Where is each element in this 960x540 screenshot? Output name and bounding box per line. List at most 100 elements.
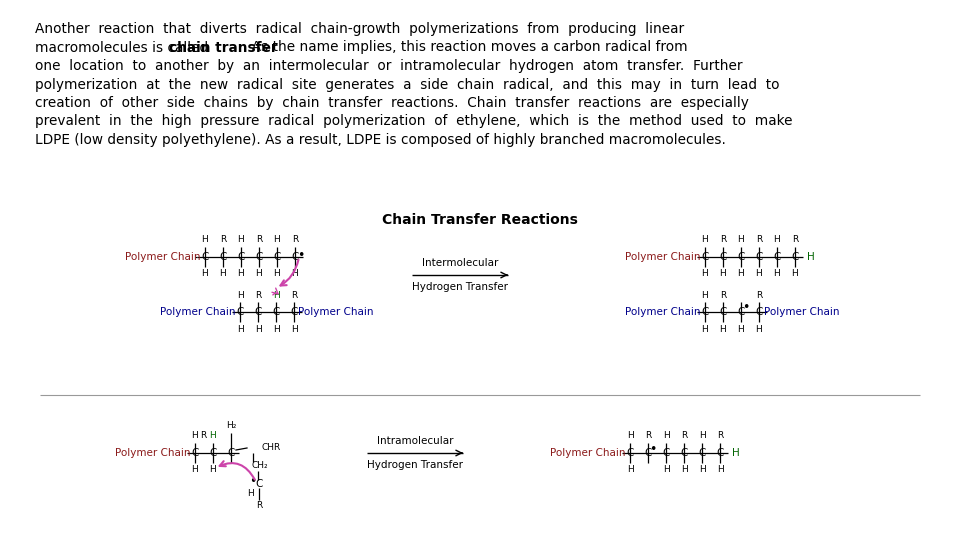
Text: H: H <box>274 269 280 279</box>
Text: R: R <box>792 235 798 245</box>
Text: C: C <box>756 252 762 262</box>
Text: •: • <box>742 301 750 314</box>
Text: C: C <box>756 307 762 317</box>
Text: Intramolecular: Intramolecular <box>376 436 453 446</box>
Text: Polymer Chain: Polymer Chain <box>299 307 374 317</box>
Text: C: C <box>702 252 708 262</box>
Text: R: R <box>200 431 206 441</box>
Text: H: H <box>737 269 744 279</box>
Text: H: H <box>774 269 780 279</box>
Text: R: R <box>681 431 687 441</box>
Text: C: C <box>681 448 687 458</box>
Text: H: H <box>699 431 706 441</box>
Text: C: C <box>228 448 234 458</box>
Text: C: C <box>273 307 279 317</box>
Text: Polymer Chain: Polymer Chain <box>160 307 235 317</box>
Text: C: C <box>209 448 217 458</box>
Text: C: C <box>719 252 727 262</box>
Text: C: C <box>698 448 706 458</box>
Text: Polymer Chain: Polymer Chain <box>125 252 201 262</box>
Text: H: H <box>756 325 762 334</box>
Text: C: C <box>716 448 724 458</box>
Text: H: H <box>209 465 216 475</box>
Text: C: C <box>202 252 208 262</box>
Text: •: • <box>250 476 256 489</box>
Text: C: C <box>719 307 727 317</box>
Text: H: H <box>702 235 708 245</box>
Text: H: H <box>202 269 208 279</box>
Text: Polymer Chain: Polymer Chain <box>625 307 701 317</box>
Text: H: H <box>737 235 744 245</box>
Text: H: H <box>236 291 244 300</box>
Text: Chain Transfer Reactions: Chain Transfer Reactions <box>382 213 578 227</box>
Text: H: H <box>774 235 780 245</box>
Text: H: H <box>732 448 740 458</box>
Text: R: R <box>720 291 726 300</box>
Text: H: H <box>720 269 727 279</box>
Text: C: C <box>191 448 199 458</box>
Text: C: C <box>702 307 708 317</box>
Text: R: R <box>256 502 262 510</box>
Text: H: H <box>254 325 261 334</box>
Text: C: C <box>626 448 634 458</box>
Text: C: C <box>644 448 652 458</box>
Text: H: H <box>716 465 724 475</box>
Text: C: C <box>255 252 263 262</box>
Text: •: • <box>649 443 657 456</box>
Text: R: R <box>291 291 298 300</box>
Text: Polymer Chain: Polymer Chain <box>625 252 701 262</box>
Text: R: R <box>292 235 299 245</box>
Text: C: C <box>237 252 245 262</box>
Text: H: H <box>291 325 298 334</box>
Text: H: H <box>274 235 280 245</box>
Text: R: R <box>756 291 762 300</box>
Text: H: H <box>202 235 208 245</box>
Text: C: C <box>236 307 244 317</box>
Text: Polymer Chain: Polymer Chain <box>115 448 190 458</box>
Text: •: • <box>298 249 304 262</box>
Text: R: R <box>756 235 762 245</box>
Text: H: H <box>627 431 634 441</box>
Text: chain transfer: chain transfer <box>169 40 277 55</box>
Text: H: H <box>273 291 279 300</box>
Text: H₂: H₂ <box>226 422 236 430</box>
Text: CH₂: CH₂ <box>252 462 268 470</box>
Text: H: H <box>209 431 216 441</box>
Text: H: H <box>248 489 254 498</box>
Text: H: H <box>220 269 227 279</box>
Text: H: H <box>662 431 669 441</box>
Text: C: C <box>255 479 263 489</box>
Text: R: R <box>645 431 651 441</box>
Text: R: R <box>717 431 723 441</box>
Text: R: R <box>220 235 227 245</box>
Text: one  location  to  another  by  an  intermolecular  or  intramolecular  hydrogen: one location to another by an intermolec… <box>35 59 742 73</box>
Text: Another  reaction  that  diverts  radical  chain-growth  polymerizations  from  : Another reaction that diverts radical ch… <box>35 22 684 36</box>
Text: Hydrogen Transfer: Hydrogen Transfer <box>367 460 463 470</box>
Text: H: H <box>627 465 634 475</box>
Text: H: H <box>720 325 727 334</box>
Text: C: C <box>274 252 280 262</box>
Text: prevalent  in  the  high  pressure  radical  polymerization  of  ethylene,  whic: prevalent in the high pressure radical p… <box>35 114 793 129</box>
Text: C: C <box>774 252 780 262</box>
Text: H: H <box>255 269 262 279</box>
Text: C: C <box>290 307 298 317</box>
Text: H: H <box>702 325 708 334</box>
Text: H: H <box>737 325 744 334</box>
Text: H: H <box>662 465 669 475</box>
Text: H: H <box>756 269 762 279</box>
Text: Polymer Chain: Polymer Chain <box>550 448 626 458</box>
Text: H: H <box>236 325 244 334</box>
Text: macromolecules is called: macromolecules is called <box>35 40 212 55</box>
Text: C: C <box>737 252 745 262</box>
Text: Hydrogen Transfer: Hydrogen Transfer <box>412 282 508 292</box>
Text: creation  of  other  side  chains  by  chain  transfer  reactions.  Chain  trans: creation of other side chains by chain t… <box>35 96 749 110</box>
Text: H: H <box>238 269 245 279</box>
Text: R: R <box>254 291 261 300</box>
Text: H: H <box>702 269 708 279</box>
Text: Polymer Chain: Polymer Chain <box>763 307 839 317</box>
Text: . As the name implies, this reaction moves a carbon radical from: . As the name implies, this reaction mov… <box>243 40 688 55</box>
Text: R: R <box>256 235 262 245</box>
Text: R: R <box>720 235 726 245</box>
Text: H: H <box>681 465 687 475</box>
Text: H: H <box>699 465 706 475</box>
